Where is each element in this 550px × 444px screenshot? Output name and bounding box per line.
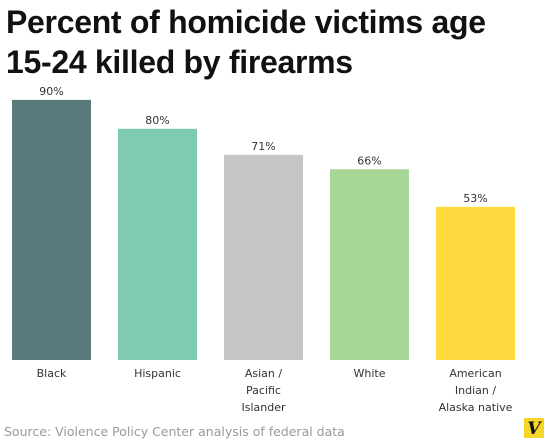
value-label-4: 53% [463, 192, 487, 205]
vox-v-logo-icon: V [524, 418, 544, 438]
source-note: Source: Violence Policy Center analysis … [4, 424, 345, 439]
bar-4 [436, 206, 515, 360]
chart-title: Percent of homicide victims age 15-24 ki… [6, 2, 546, 82]
category-label-0: Black [37, 367, 67, 380]
value-label-2: 71% [251, 140, 275, 153]
bar-3 [330, 169, 409, 360]
chart-title-line-2: 15-24 killed by firearms [6, 44, 353, 80]
category-label-2: Asian / Pacific Islander [241, 367, 285, 414]
value-label-0: 90% [39, 85, 63, 98]
bar-2 [224, 154, 303, 360]
category-label-4: American Indian / Alaska native [439, 367, 513, 414]
value-label-3: 66% [357, 154, 381, 167]
bar-1 [118, 128, 197, 360]
category-label-1: Hispanic [134, 367, 181, 380]
value-label-1: 80% [145, 114, 169, 127]
chart-title-line-1: Percent of homicide victims age [6, 4, 486, 40]
bar-0 [12, 99, 91, 361]
svg-text:V: V [527, 419, 542, 438]
category-label-3: White [354, 367, 386, 380]
